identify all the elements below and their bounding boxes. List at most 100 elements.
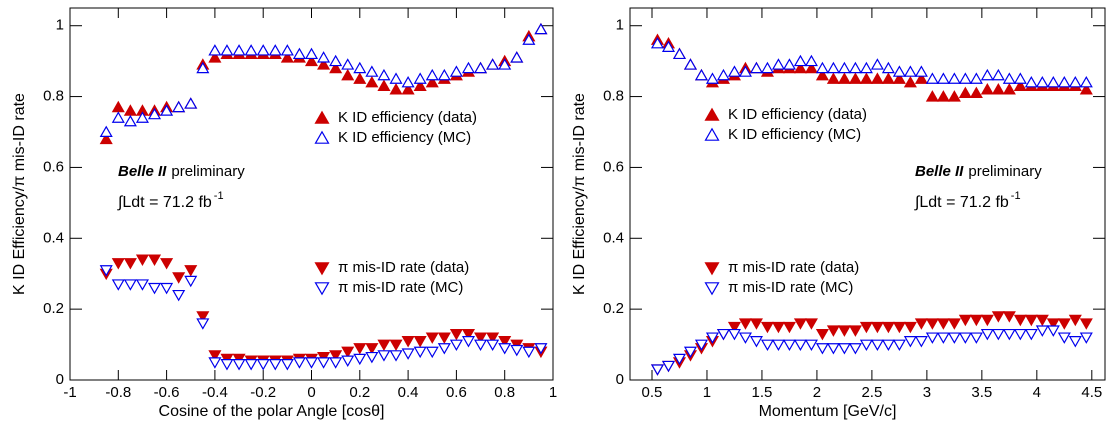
legend-marker	[314, 262, 330, 276]
data-point	[341, 58, 355, 70]
data-point	[815, 61, 829, 74]
data-point	[196, 318, 210, 330]
data-point	[727, 321, 741, 334]
data-point	[1068, 336, 1082, 348]
data-point	[760, 321, 774, 334]
data-point	[341, 346, 355, 359]
lumi-label: ∫Ldt = 71.2 fb	[914, 194, 1009, 211]
data-point	[727, 65, 741, 77]
x-tick-label: 2	[813, 384, 821, 401]
data-point	[705, 332, 719, 344]
data-point	[991, 83, 1005, 95]
data-point	[958, 72, 972, 84]
data-point	[1035, 325, 1049, 337]
panel: -1 -0.8 -0.6 -0.4 -0.2 0 0.2 0.4 0.6 0.8 1 0 0.2 0.4 0…	[11, 7, 557, 420]
data-point	[914, 336, 928, 348]
data-point	[123, 258, 137, 270]
data-point	[123, 279, 137, 291]
data-point	[256, 44, 270, 56]
legend-label: K ID efficiency (data)	[728, 106, 867, 123]
data-point	[1013, 72, 1027, 84]
data-point	[969, 72, 983, 84]
data-point	[413, 79, 427, 91]
data-point	[461, 61, 476, 74]
data-point	[881, 321, 895, 334]
data-point	[208, 357, 222, 369]
data-point	[947, 90, 961, 102]
data-point	[1024, 75, 1038, 88]
data-point	[256, 359, 270, 371]
data-point	[980, 68, 994, 81]
data-point	[196, 61, 210, 74]
data-point	[268, 359, 282, 371]
x-tick-label: 0.6	[446, 384, 467, 401]
data-point	[111, 279, 125, 291]
data-point	[859, 339, 873, 352]
data-point	[925, 318, 939, 330]
legend-marker	[314, 282, 330, 296]
data-point	[377, 339, 391, 352]
data-point	[304, 357, 319, 369]
data-point	[268, 44, 282, 56]
data-point	[980, 83, 994, 95]
data-point	[147, 282, 162, 295]
plot-frame	[629, 7, 1106, 381]
data-point	[135, 111, 149, 123]
data-point	[925, 332, 939, 344]
data-point	[486, 339, 500, 352]
data-point	[123, 104, 137, 116]
data-point	[317, 58, 331, 70]
y-tick-label: 0.2	[603, 300, 624, 317]
data-point	[208, 44, 222, 56]
data-point	[837, 72, 851, 84]
x-tick-label: -0.2	[250, 384, 276, 401]
data-point	[196, 311, 210, 323]
y-axis-title: K ID Efficiency/π mis-ID rate	[571, 93, 588, 295]
data-point	[304, 47, 319, 60]
data-point	[534, 343, 548, 355]
data-point	[1046, 325, 1060, 337]
data-point	[826, 61, 840, 74]
data-point	[947, 318, 961, 330]
data-point	[425, 332, 439, 344]
data-point	[870, 72, 884, 84]
x-tick-label: -0.6	[154, 384, 180, 401]
data-point	[1068, 75, 1082, 88]
data-point	[903, 65, 917, 77]
data-point	[486, 58, 500, 70]
data-point	[760, 339, 774, 352]
data-point	[771, 339, 785, 352]
data-point	[848, 325, 862, 337]
data-point	[1002, 328, 1016, 341]
data-point	[99, 132, 113, 145]
data-point	[99, 125, 113, 137]
x-tick-label: 1.5	[752, 384, 773, 401]
data-point	[1057, 318, 1071, 330]
data-point	[694, 339, 709, 352]
data-point	[826, 325, 840, 337]
data-point	[1035, 314, 1049, 327]
note-label: preliminary	[968, 163, 1042, 180]
data-point	[650, 364, 665, 376]
data-point	[425, 346, 439, 359]
data-point	[449, 339, 463, 352]
data-point	[329, 357, 343, 369]
data-point	[232, 359, 246, 371]
data-point	[329, 61, 343, 74]
legend-marker	[704, 107, 720, 121]
x-tick-label: 0.4	[398, 384, 419, 401]
data-point	[903, 321, 917, 334]
data-point	[804, 54, 818, 67]
data-point	[848, 72, 862, 84]
data-point	[437, 332, 451, 344]
data-point	[749, 61, 763, 74]
x-tick-label: 2.5	[861, 384, 882, 401]
data-point	[936, 90, 950, 102]
legend-marker	[704, 127, 720, 141]
x-tick-label: 4.5	[1081, 384, 1102, 401]
x-tick-label: 3.5	[971, 384, 992, 401]
legend-label: K ID efficiency (MC)	[338, 129, 471, 146]
data-point	[672, 353, 687, 366]
data-point	[135, 279, 149, 291]
data-point	[1013, 79, 1027, 91]
